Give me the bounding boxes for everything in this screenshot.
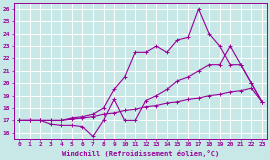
X-axis label: Windchill (Refroidissement éolien,°C): Windchill (Refroidissement éolien,°C) [62,150,219,157]
